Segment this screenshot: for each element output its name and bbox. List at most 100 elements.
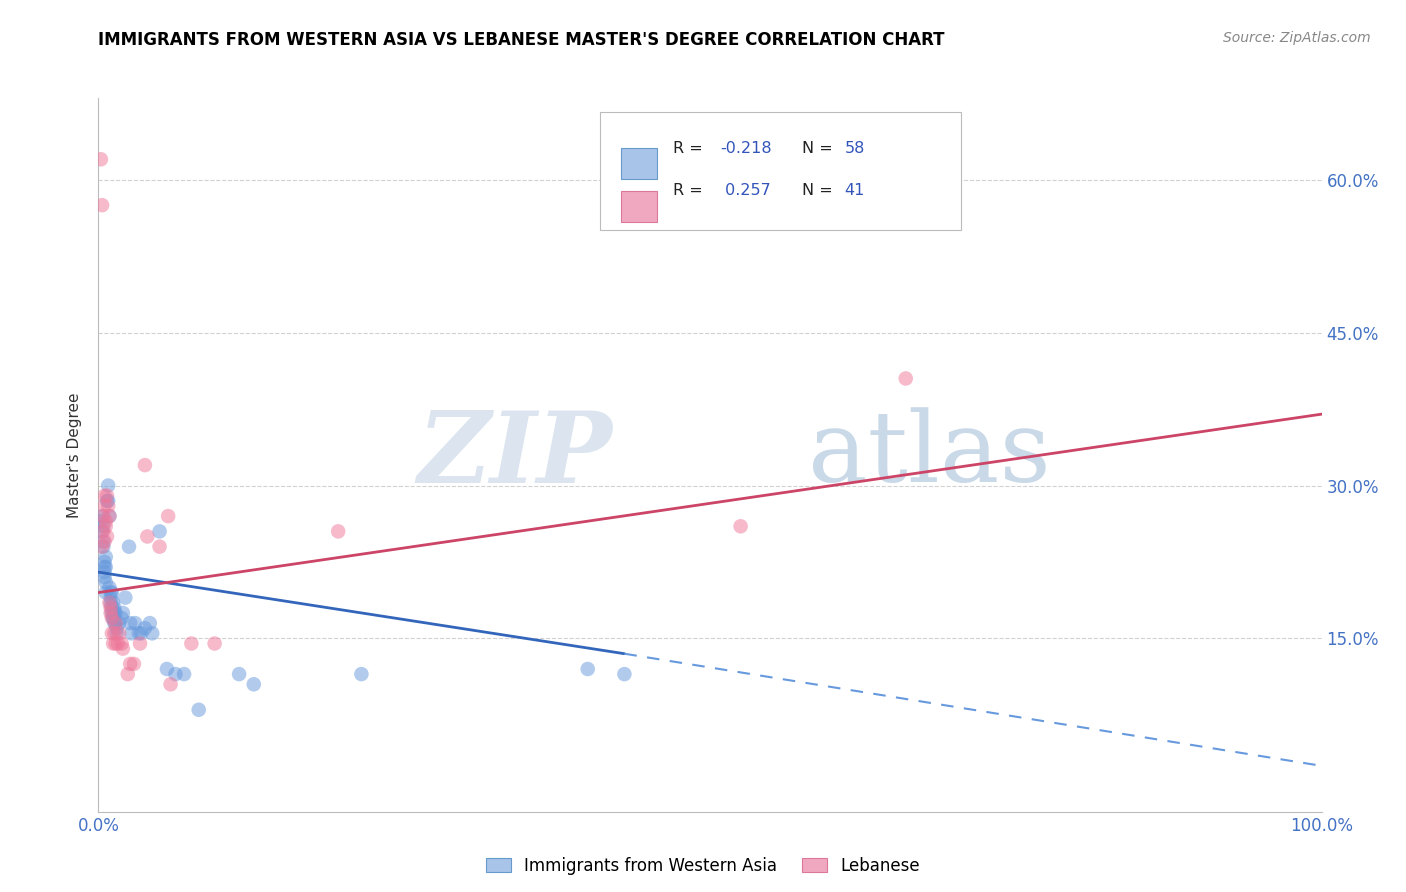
Point [91,524,114,539]
Point [149,540,172,554]
Point [104,606,127,620]
Point [204,636,226,650]
Point [90,153,112,167]
Point [165,667,187,681]
Point [101,611,124,625]
Point [730,519,752,533]
Point [93,570,115,584]
Point [96,529,118,543]
Point [101,636,124,650]
Point [122,657,145,671]
Point [117,667,139,681]
Text: Source: ZipAtlas.com: Source: ZipAtlas.com [1223,31,1371,45]
Point [129,626,152,640]
Point [139,616,162,631]
Point [105,626,128,640]
Point [111,606,134,620]
Point [90,514,112,528]
Y-axis label: Master's Degree: Master's Degree [67,392,83,517]
Point [328,524,350,539]
Point [98,596,121,610]
Point [91,540,114,554]
Point [101,611,124,625]
Bar [620,148,658,179]
Point [93,499,115,513]
Point [96,493,118,508]
Point [101,585,124,599]
Text: atlas: atlas [808,407,1050,503]
Point [108,626,131,640]
Point [94,560,117,574]
Point [101,600,124,615]
Text: 41: 41 [845,184,865,198]
Point [105,621,128,635]
Point [111,611,134,625]
Point [91,524,114,539]
Point [108,616,131,631]
Point [103,606,125,620]
Point [111,641,134,656]
Point [94,575,117,590]
Point [91,534,114,549]
Point [124,616,146,631]
Point [93,555,115,569]
Point [134,621,156,635]
Point [100,600,122,615]
Point [91,519,114,533]
Point [104,616,127,631]
Bar [620,191,658,222]
Text: R =: R = [673,141,709,155]
Legend: Immigrants from Western Asia, Lebanese: Immigrants from Western Asia, Lebanese [486,856,920,875]
Text: ZIP: ZIP [418,407,612,503]
Point [101,626,124,640]
Point [100,585,122,599]
Point [128,626,150,640]
Point [159,677,181,691]
Point [100,596,122,610]
Point [576,662,599,676]
Point [97,499,120,513]
FancyBboxPatch shape [600,112,960,230]
Point [157,509,180,524]
Point [613,667,636,681]
Point [101,606,124,620]
Point [103,616,125,631]
Point [156,662,179,676]
Point [93,534,115,549]
Point [187,703,209,717]
Point [120,616,142,631]
Text: N =: N = [801,141,838,155]
Point [118,540,141,554]
Text: R =: R = [673,184,709,198]
Point [101,596,124,610]
Point [91,509,114,524]
Point [94,519,117,533]
Point [100,591,122,605]
Point [91,198,114,212]
Text: 58: 58 [845,141,865,155]
Point [173,667,195,681]
Point [91,540,114,554]
Point [136,529,159,543]
Point [894,371,917,385]
Text: N =: N = [801,184,838,198]
Point [94,549,117,564]
Point [97,478,120,492]
Point [91,509,114,524]
Text: -0.218: -0.218 [720,141,772,155]
Point [97,493,120,508]
Point [149,524,172,539]
Point [98,509,121,524]
Point [101,611,124,625]
Point [103,600,125,615]
Point [93,560,115,574]
Point [111,636,134,650]
Text: 0.257: 0.257 [720,184,770,198]
Point [104,616,127,631]
Point [228,667,250,681]
Point [141,626,163,640]
Point [93,565,115,579]
Point [94,514,117,528]
Point [98,581,121,595]
Point [129,636,152,650]
